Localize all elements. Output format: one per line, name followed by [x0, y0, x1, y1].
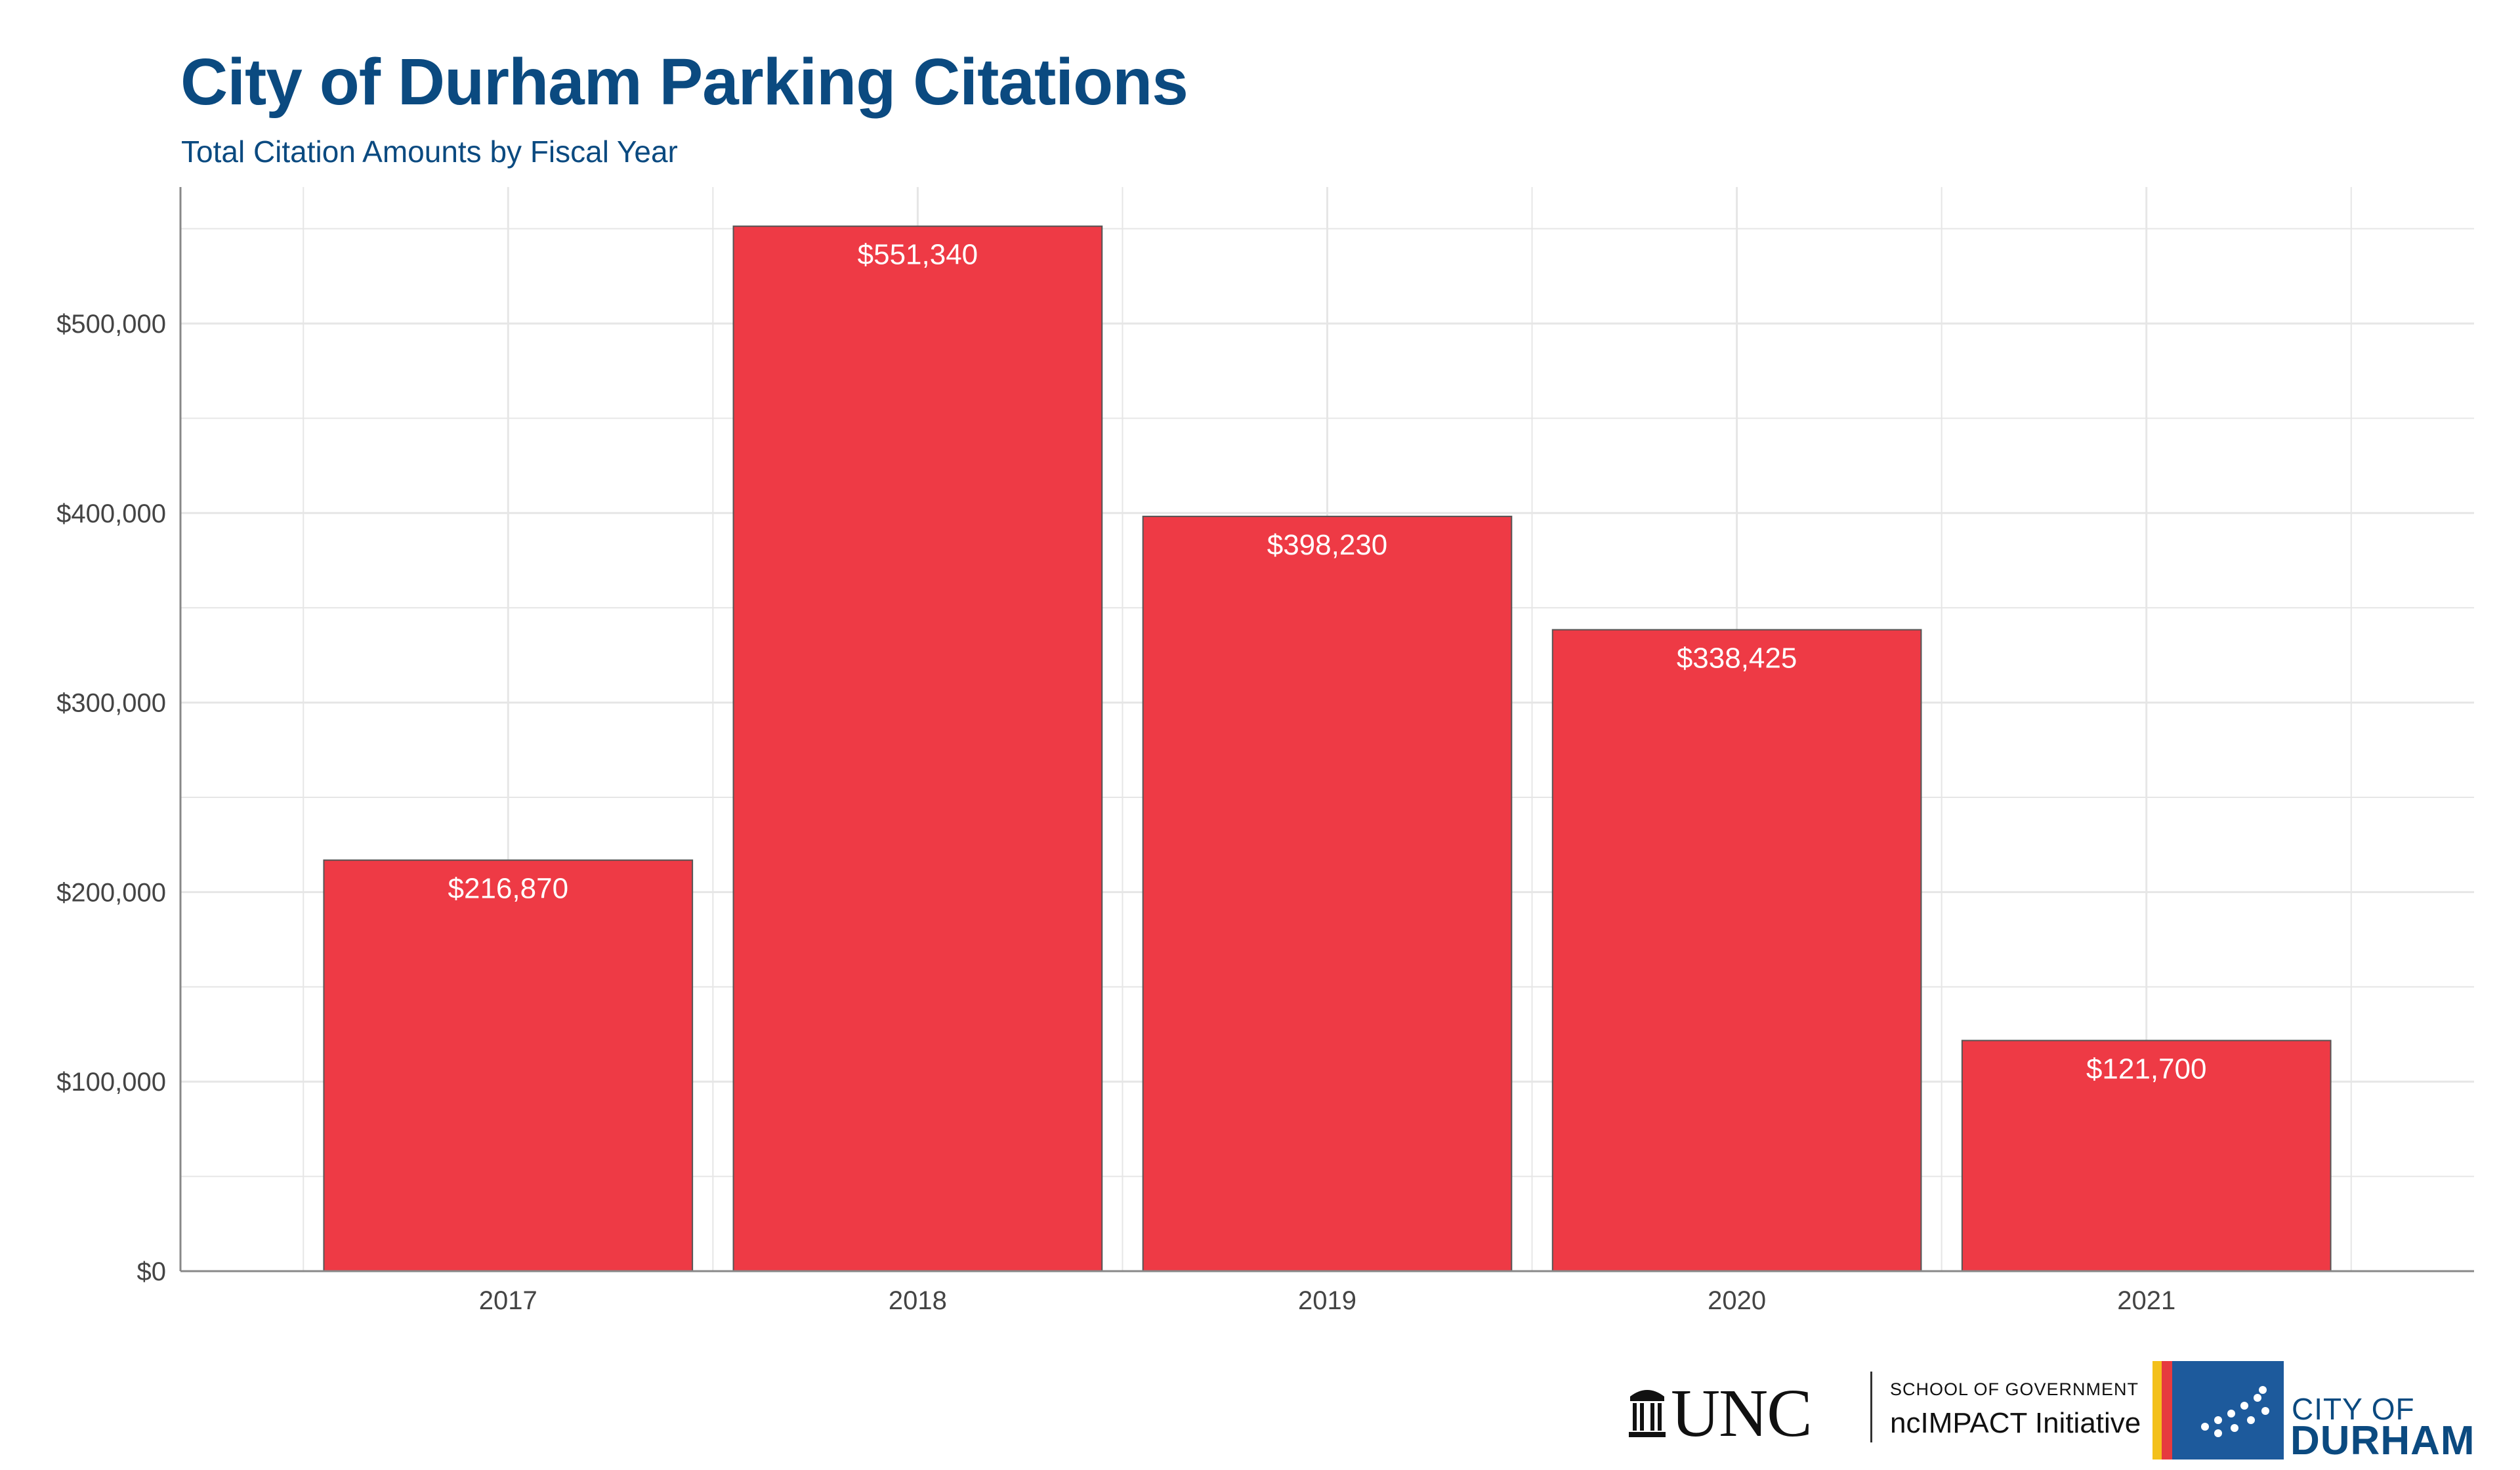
- bar: [323, 859, 694, 1272]
- y-tick-label: $100,000: [56, 1068, 166, 1097]
- bar-value-label: $338,425: [1677, 642, 1797, 675]
- bar-value-label: $398,230: [1267, 529, 1388, 561]
- y-tick-label: $0: [137, 1257, 167, 1286]
- bar: [1551, 629, 1922, 1272]
- y-tick-label: $400,000: [56, 499, 166, 528]
- x-tick-label: 2017: [479, 1286, 537, 1315]
- footer-logos: UNC SCHOOL OF GOVERNMENT ncIMPACT Initia…: [1628, 1352, 2500, 1463]
- bar: [1142, 515, 1513, 1272]
- y-tick-label: $200,000: [56, 878, 166, 907]
- chart-title: City of Durham Parking Citations: [180, 45, 1188, 119]
- bar: [732, 225, 1103, 1272]
- y-tick-label: $500,000: [56, 310, 166, 339]
- old-well-icon: [1629, 1390, 1666, 1437]
- x-tick-label: 2019: [1298, 1286, 1356, 1315]
- bar-value-label: $551,340: [858, 239, 978, 271]
- bar-chart: $216,870 $551,340 $398,230 $338,425 $121,700…: [56, 187, 2474, 1315]
- axes-layer: $0 $100,000 $200,000 $300,000 $400,000 $500,0…: [56, 187, 2474, 1315]
- bars-layer: [323, 225, 2332, 1272]
- x-tick-label: 2018: [889, 1286, 947, 1315]
- school-of-government-text: SCHOOL OF GOVERNMENT: [1890, 1379, 2139, 1399]
- chart-subtitle: Total Citation Amounts by Fiscal Year: [181, 135, 678, 169]
- ncimpact-text: ncIMPACT Initiative: [1890, 1407, 2141, 1439]
- y-tick-label: $300,000: [56, 689, 166, 718]
- unc-wordmark: UNC: [1671, 1376, 1813, 1451]
- bar-value-label: $216,870: [448, 873, 569, 905]
- x-tick-label: 2020: [1708, 1286, 1766, 1315]
- data-labels-layer: $216,870 $551,340 $398,230 $338,425 $121,700: [448, 239, 2207, 1085]
- logo-divider: [1870, 1372, 1872, 1442]
- bar-value-label: $121,700: [2086, 1053, 2207, 1085]
- x-tick-label: 2021: [2117, 1286, 2175, 1315]
- city-of-text: CITY OF: [2292, 1392, 2415, 1426]
- durham-text: DURHAM: [2290, 1418, 2475, 1463]
- durham-flag-icon: [2152, 1361, 2284, 1460]
